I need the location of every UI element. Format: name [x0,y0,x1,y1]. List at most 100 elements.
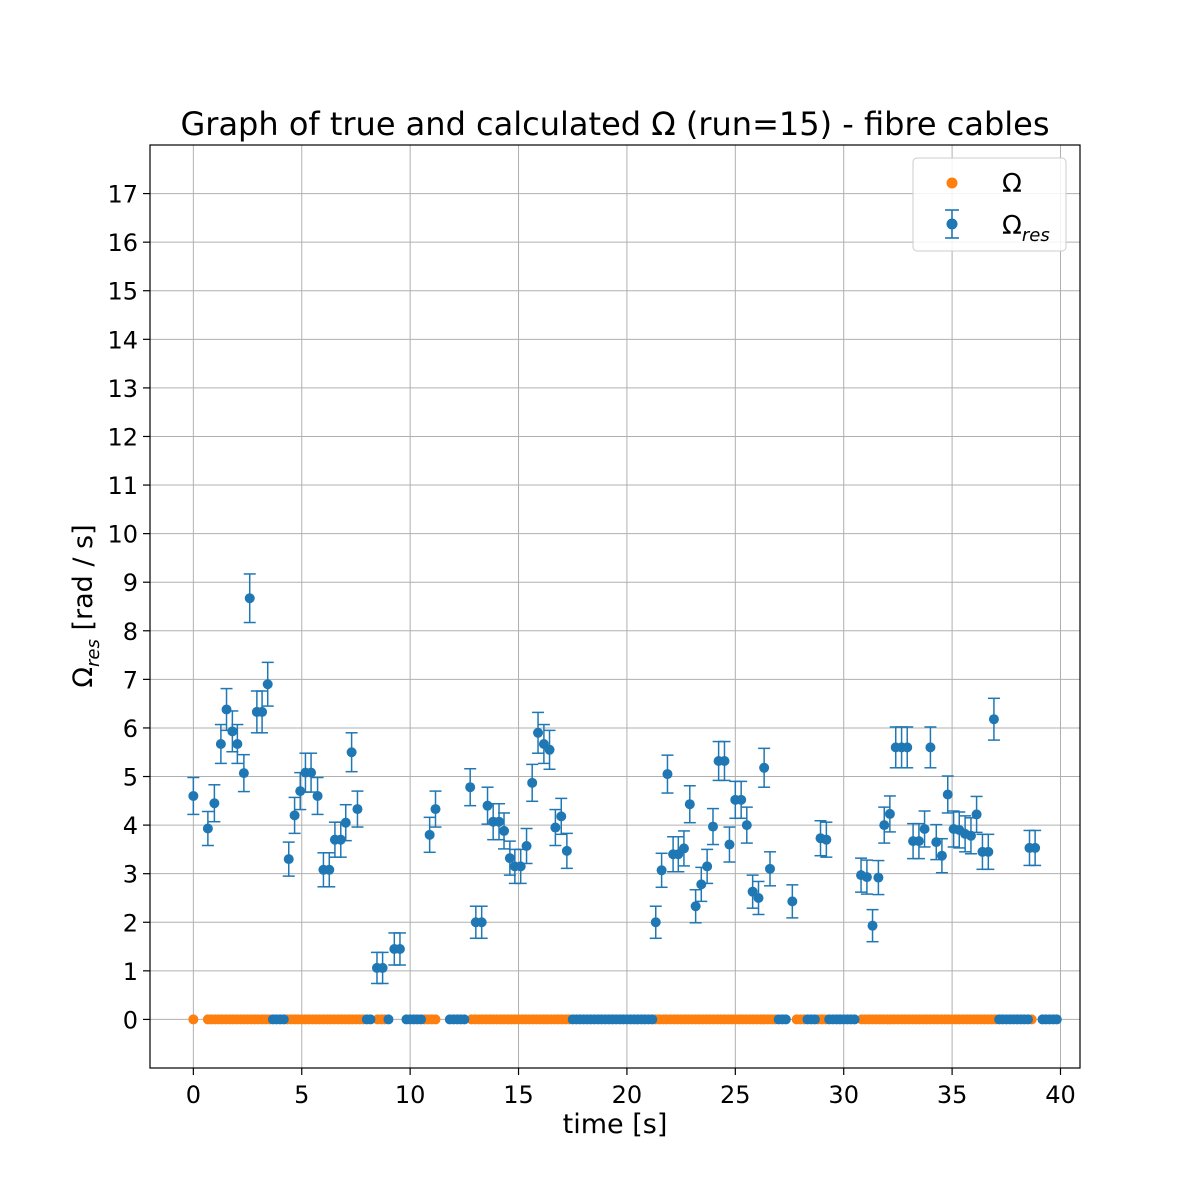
x-axis: 0 5 10 15 20 25 30 35 40 [186,1068,1076,1109]
x-tick-label: 20 [612,1081,643,1109]
omega-res-point [780,1014,791,1025]
y-tick-label: 3 [123,861,138,889]
omega-res-point [753,892,764,903]
omega-res-point [415,1014,426,1025]
omega-res-point [346,747,357,758]
omega-res-point [873,872,884,883]
omega-res-point [365,1014,376,1025]
omega-res-point [306,767,317,778]
y-tick-label: 14 [107,326,138,354]
omega-res-point [188,790,199,801]
x-tick-label: 0 [186,1081,201,1109]
omega-res-point [902,742,913,753]
omega-res-point [861,872,872,883]
y-axis-label-tail: [rad / s] [68,524,99,639]
omega-res-point [747,886,758,897]
omega-point [430,1014,441,1025]
y-tick-label: 8 [123,618,138,646]
omega-res-point [702,861,713,872]
omega-res-point [227,726,238,737]
y-tick-label: 9 [123,569,138,597]
omega-res-point [936,850,947,861]
omega-res-point [221,704,232,715]
omega-res-point [656,865,667,876]
plot-frame [149,144,1081,1069]
omega-res-point [647,1014,658,1025]
omega-res-point [430,804,441,815]
omega-res-point [424,829,435,840]
y-tick-label: 6 [123,715,138,743]
omega-res-point [238,768,249,779]
omega-res-point [971,809,982,820]
omega-res-point [879,820,890,831]
x-tick-label: 25 [720,1081,751,1109]
omega-res-point [215,738,226,749]
omega-res-point [278,1014,289,1025]
omega-res-point [476,917,487,928]
series-omega-res [187,573,1062,1025]
omega-res-point [650,917,661,928]
legend-marker-omega-res [946,218,958,230]
omega-res-point [736,794,747,805]
x-axis-label: time [s] [563,1109,668,1140]
omega-res-point [925,742,936,753]
x-tick-label: 40 [1045,1081,1076,1109]
omega-res-point [690,901,701,912]
legend: Ω Ωres [912,157,1067,252]
omega-res-point [913,836,924,847]
y-axis-label: Ωres [rad / s] [68,524,104,687]
omega-res-point [1030,842,1041,853]
omega-res-point [262,679,273,690]
omega-res-point [352,804,363,815]
omega-res-point [884,808,895,819]
omega-res-point [741,820,752,831]
omega-res-point [719,755,730,766]
x-tick-label: 15 [503,1081,534,1109]
omega-res-point [1051,1014,1062,1025]
omega-point [188,1014,199,1025]
omega-res-point [295,786,306,797]
legend-label-omega-res-main: Ω [1002,211,1022,241]
omega-res-point [521,840,532,851]
omega-res-point [707,821,718,832]
omega-res-point [499,825,510,836]
legend-marker-omega [946,177,958,189]
legend-label-omega-main: Ω [1002,169,1022,199]
x-tick-label: 5 [294,1081,309,1109]
omega-res-point [465,782,476,793]
y-tick-label: 4 [123,812,138,840]
omega-res-point [809,1014,820,1025]
omega-res-point [867,920,878,931]
chart-title: Graph of true and calculated Ω (run=15) … [180,105,1049,143]
omega-res-point [765,863,775,874]
omega-res-point [684,799,695,810]
x-tick-label: 30 [828,1081,859,1109]
omega-res-point [550,822,561,833]
omega-res-point [209,798,220,809]
y-tick-label: 10 [107,521,138,549]
y-tick-label: 1 [123,958,138,986]
omega-res-point [504,853,515,864]
omega-res-point [202,823,213,834]
omega-res-point [787,896,798,907]
omega-res-point [759,762,770,773]
y-tick-label: 7 [123,666,138,694]
x-tick-label: 35 [937,1081,968,1109]
y-tick-label: 13 [107,375,138,403]
y-tick-label: 2 [123,909,138,937]
x-tick-label: 10 [395,1081,426,1109]
omega-res-point [931,837,942,848]
y-tick-label: 16 [107,229,138,257]
omega-res-point [244,593,255,604]
y-tick-label: 11 [107,472,138,500]
omega-res-point [257,706,268,717]
omega-res-point [849,1014,860,1025]
legend-label-omega-res: Ωres [1002,211,1050,246]
omega-res-point [312,790,323,801]
y-tick-label: 5 [123,764,138,792]
omega-res-point [1022,1014,1033,1025]
omega-res-point [544,744,555,755]
omega-res-point [383,1014,394,1025]
